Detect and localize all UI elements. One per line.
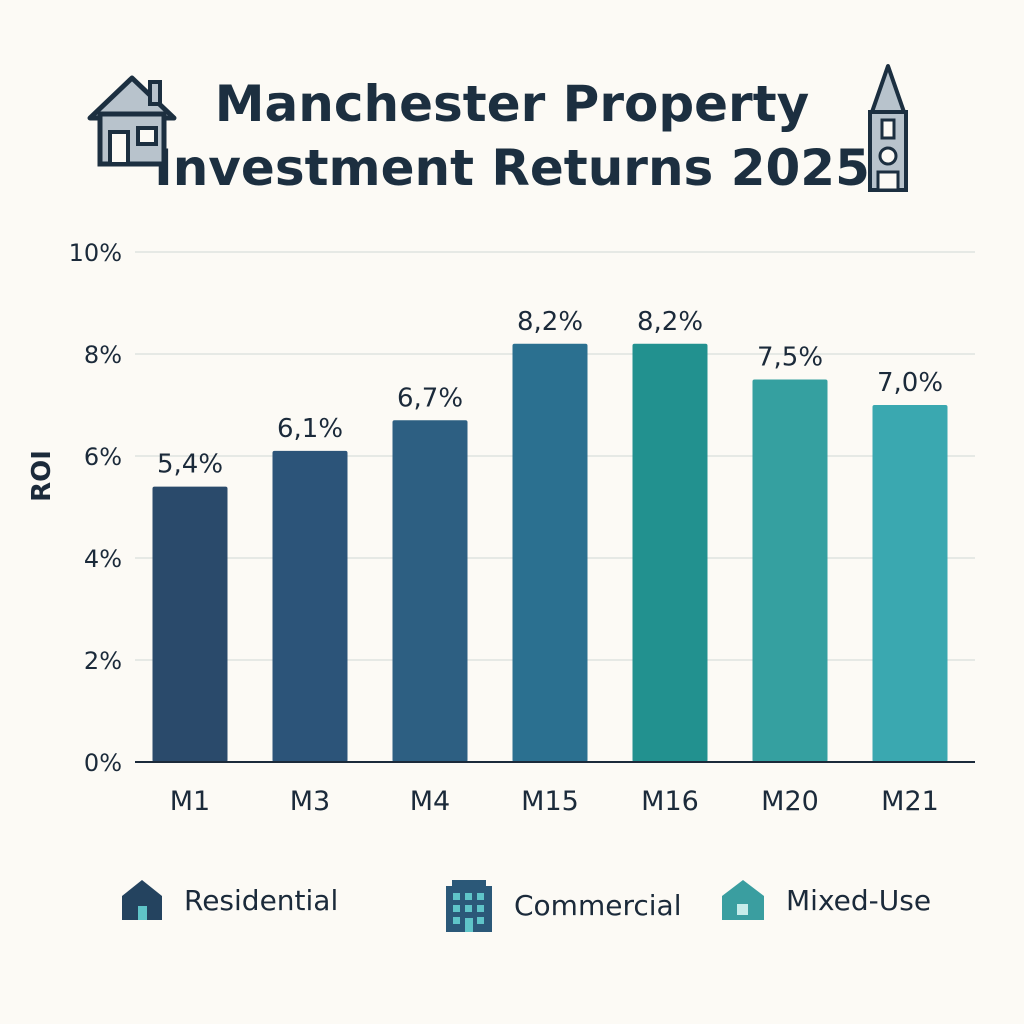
house-icon (87, 75, 177, 167)
office-building-icon (446, 880, 492, 932)
data-label: 5,4% (157, 450, 223, 480)
legend-item-commercial: Commercial (444, 878, 681, 932)
x-tick-label: M21 (881, 786, 939, 817)
data-label: 6,1% (277, 414, 343, 444)
data-label: 8,2% (637, 307, 703, 337)
bar-m3 (272, 450, 348, 762)
bar-m1 (152, 486, 228, 762)
clock-tower-icon (868, 64, 908, 192)
data-label: 6,7% (397, 383, 463, 413)
legend-label: Residential (184, 883, 339, 917)
house-icon (122, 880, 162, 920)
x-tick-label: M16 (641, 786, 699, 817)
house-icon (722, 880, 764, 920)
chart-title: Manchester Property Investment Returns 2… (154, 75, 870, 197)
y-tick-label: 2% (84, 647, 122, 675)
bar-m4 (392, 420, 468, 762)
y-tick-label: 10% (69, 239, 122, 267)
legend-label: Mixed-Use (786, 883, 932, 917)
y-axis-label: ROI (27, 450, 57, 502)
data-label: 8,2% (517, 307, 583, 337)
y-tick-label: 6% (84, 443, 122, 471)
bar-m20 (752, 379, 828, 762)
x-tick-label: M20 (761, 786, 819, 817)
x-tick-label: M3 (290, 786, 330, 817)
bar-m16 (632, 343, 708, 762)
y-tick-label: 0% (84, 749, 122, 777)
legend-item-residential: Residential (120, 878, 338, 922)
data-label: 7,0% (877, 368, 943, 398)
y-tick-label: 8% (84, 341, 122, 369)
bar-chart: 0% 2% 4% 6% 8% 10% 5,4% M1 6,1% M3 6,7% M4 8,2% M15 8… (27, 239, 975, 817)
x-tick-label: M1 (170, 786, 210, 817)
bar-m15 (512, 343, 588, 762)
y-tick-label: 4% (84, 545, 122, 573)
x-tick-label: M4 (410, 786, 450, 817)
legend-label: Commercial (514, 888, 682, 922)
x-tick-label: M15 (521, 786, 579, 817)
bar-m21 (872, 405, 948, 762)
legend-item-mixed-use: Mixed-Use (720, 878, 931, 922)
data-label: 7,5% (757, 343, 823, 373)
